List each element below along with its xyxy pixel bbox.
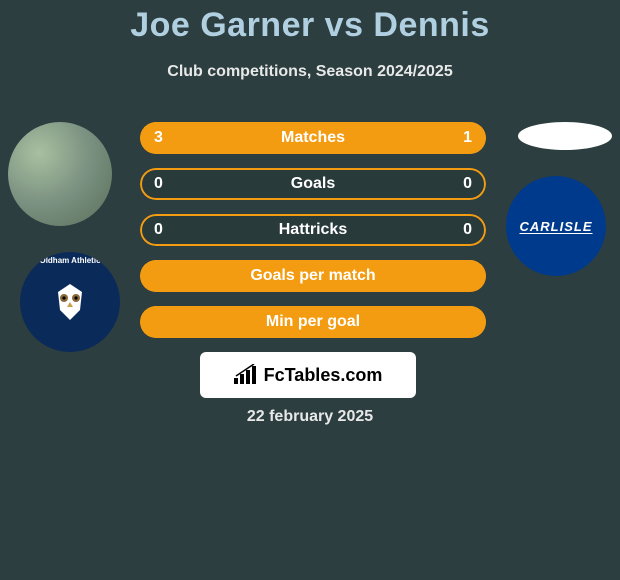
club-badge-right: CARLISLE xyxy=(506,176,606,276)
stat-row: 00Hattricks xyxy=(140,214,486,246)
club-badge-left: Oldham Athletic xyxy=(20,252,120,352)
player-right-avatar xyxy=(518,122,612,150)
stats-panel: 31Matches 00Goals 00Hattricks Goals per mat… xyxy=(140,122,486,352)
stat-label: Min per goal xyxy=(140,306,486,338)
player-left-avatar xyxy=(8,122,112,226)
club-left-ring-label: Oldham Athletic xyxy=(39,256,100,265)
club-right-label: CARLISLE xyxy=(520,219,593,234)
watermark-text: FcTables.com xyxy=(264,365,383,386)
bar-chart-icon xyxy=(234,364,258,386)
subtitle: Club competitions, Season 2024/2025 xyxy=(0,63,620,81)
comparison-card: Joe Garner vs Dennis Club competitions, … xyxy=(0,0,620,580)
watermark: FcTables.com xyxy=(200,352,416,398)
stat-label: Goals per match xyxy=(140,260,486,292)
stat-label: Hattricks xyxy=(140,214,486,246)
stat-row: 00Goals xyxy=(140,168,486,200)
stat-row: Min per goal xyxy=(140,306,486,338)
stat-label: Matches xyxy=(140,122,486,154)
stat-label: Goals xyxy=(140,168,486,200)
page-title: Joe Garner vs Dennis xyxy=(0,0,620,45)
stat-row: Goals per match xyxy=(140,260,486,292)
footer-date: 22 february 2025 xyxy=(0,408,620,426)
owl-icon xyxy=(48,280,92,324)
stat-row: 31Matches xyxy=(140,122,486,154)
